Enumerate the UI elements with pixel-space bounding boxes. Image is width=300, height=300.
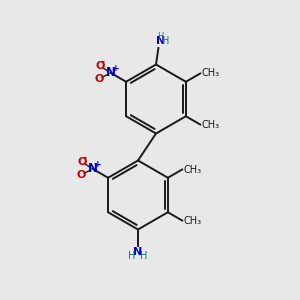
Text: CH₃: CH₃ [183,164,201,175]
Text: H: H [128,251,135,261]
Text: H: H [140,251,147,261]
Text: N: N [106,66,116,79]
Text: N: N [134,247,142,257]
Text: O: O [76,170,86,180]
Text: -: - [82,152,86,162]
Text: CH₃: CH₃ [201,68,219,79]
Text: O: O [94,74,104,84]
Text: -: - [100,56,104,66]
Text: CH₃: CH₃ [183,215,201,226]
Text: O: O [95,61,104,71]
Text: H: H [162,36,169,46]
Text: CH₃: CH₃ [201,119,219,130]
Text: +: + [94,160,101,169]
Text: O: O [77,157,86,167]
Text: H: H [157,32,163,41]
Text: +: + [112,64,119,73]
Text: N: N [88,162,98,175]
Text: N: N [156,36,165,46]
